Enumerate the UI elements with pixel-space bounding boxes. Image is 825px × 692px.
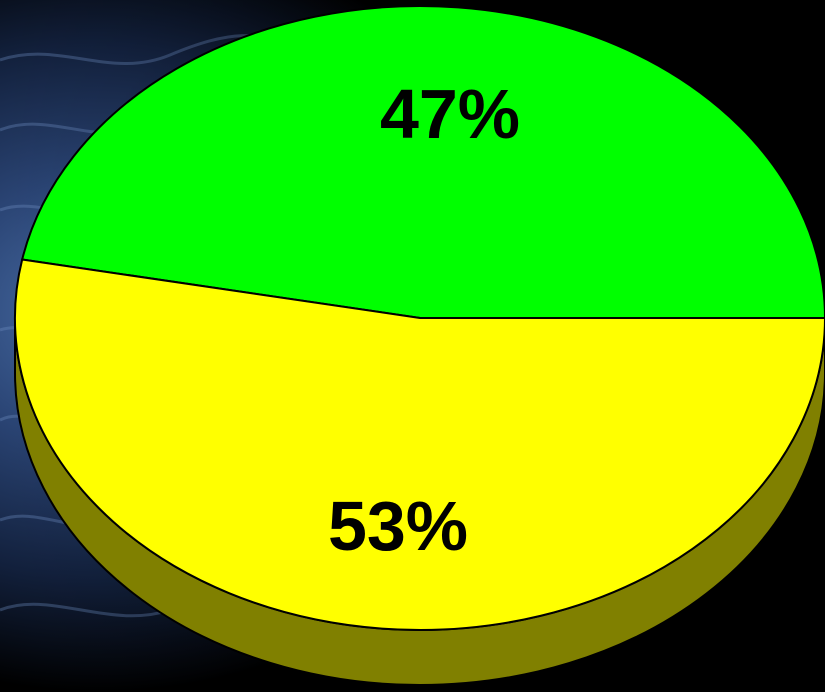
slice-label-green: 47% — [380, 75, 520, 153]
pie-slice-green — [20, 5, 825, 319]
slice-label-yellow: 53% — [328, 487, 468, 565]
pie-group — [14, 5, 825, 686]
pie-slice-yellow — [14, 258, 825, 631]
